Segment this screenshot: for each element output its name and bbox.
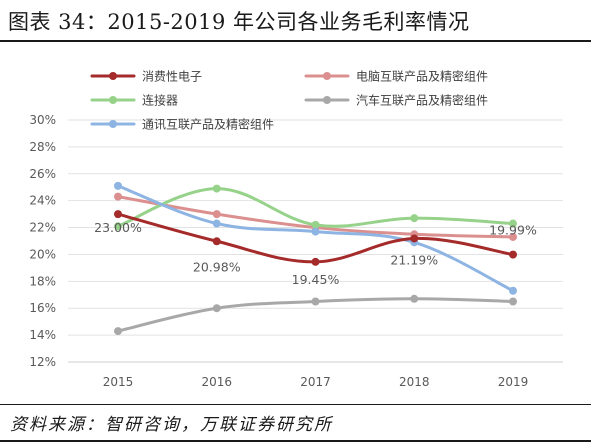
data-point [311, 220, 320, 229]
source-note: 资料来源：智研咨询，万联证券研究所 [10, 415, 333, 435]
data-point [311, 257, 320, 266]
data-point [311, 227, 320, 236]
chart-area: 12% 14% 16% 18% 20% 22% 24% 26% 28% 30% 2015 2016 20… [0, 42, 591, 404]
x-tick-label: 2017 [300, 375, 331, 389]
data-point [410, 294, 419, 303]
figure-title: 图表 34：2015-2019 年公司各业务毛利率情况 [8, 10, 470, 34]
y-tick-label: 24% [29, 194, 56, 208]
data-point [410, 214, 419, 223]
legend-swatch-marker [109, 120, 117, 128]
data-point [509, 286, 517, 295]
x-tick-label: 2018 [399, 375, 430, 389]
data-point [114, 210, 122, 219]
title-divider [0, 40, 591, 42]
source-divider [0, 404, 591, 405]
legend-label: 连接器 [142, 93, 178, 108]
legend-label: 汽车互联产品及精密组件 [356, 93, 488, 108]
data-label: 21.19% [390, 252, 438, 267]
x-tick-label: 2019 [498, 375, 529, 389]
legend-label: 通讯互联产品及精密组件 [142, 117, 274, 132]
data-label: 20.98% [193, 259, 241, 274]
data-point [509, 232, 517, 241]
data-point [509, 219, 517, 228]
legend-label: 消费性电子 [142, 70, 202, 84]
line-chart: 12% 14% 16% 18% 20% 22% 24% 26% 28% 30% 2015 2016 20… [29, 69, 563, 389]
data-point [212, 219, 221, 228]
y-tick-label: 14% [29, 328, 56, 342]
data-point [410, 234, 419, 243]
legend-swatch-marker [109, 96, 117, 104]
bottom-divider [0, 440, 591, 442]
data-point [509, 297, 517, 306]
y-tick-label: 20% [29, 247, 56, 261]
data-point [114, 181, 122, 190]
legend-swatch-marker [109, 72, 117, 80]
legend-swatch-marker [323, 72, 331, 80]
y-tick-label: 18% [29, 274, 56, 288]
y-tick-label: 28% [29, 140, 56, 154]
legend-swatch-marker [323, 96, 331, 104]
data-point [509, 250, 517, 259]
data-point [212, 237, 221, 246]
data-label: 23.00% [94, 220, 142, 235]
data-label: 19.45% [292, 272, 340, 287]
y-tick-label: 26% [29, 167, 56, 181]
data-label: 19.99% [489, 223, 537, 238]
figure-title-bar: 图表 34：2015-2019 年公司各业务毛利率情况 [0, 0, 591, 40]
data-point [114, 222, 122, 231]
data-point [114, 192, 122, 201]
y-tick-label: 30% [29, 113, 56, 127]
y-tick-label: 16% [29, 301, 56, 315]
data-point [212, 184, 221, 193]
data-point [212, 304, 221, 313]
y-tick-label: 22% [29, 221, 56, 235]
data-point [114, 327, 122, 336]
x-tick-label: 2015 [103, 375, 134, 389]
data-point [311, 297, 320, 306]
legend-label: 电脑互联产品及精密组件 [356, 69, 488, 84]
y-tick-label: 12% [29, 355, 56, 369]
x-tick-label: 2016 [201, 375, 232, 389]
data-point [212, 210, 221, 219]
